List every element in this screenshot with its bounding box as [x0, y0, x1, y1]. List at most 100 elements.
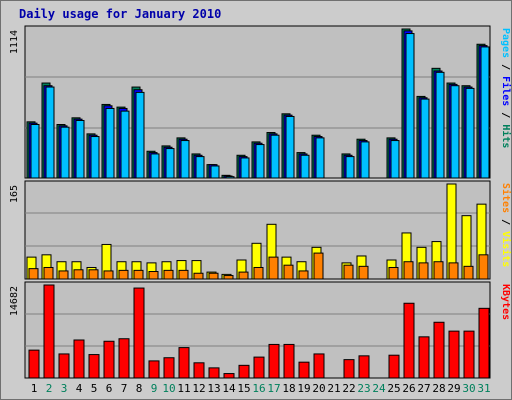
bar-pages-day-14	[225, 176, 235, 179]
bar-pages-day-4	[75, 119, 85, 179]
bar-kbytes-day-19	[298, 361, 310, 379]
bar-pages-day-19	[300, 154, 310, 179]
bar-sites-day-8	[133, 269, 144, 280]
x-tick-label-day-25: 25	[387, 382, 400, 395]
x-tick-label-day-21: 21	[327, 382, 340, 395]
bar-sites-day-20	[313, 252, 324, 280]
y-max-label-hits-files-pages: 1114	[9, 30, 20, 54]
bar-pages-day-2	[45, 86, 55, 179]
bar-pages-day-31	[480, 46, 490, 179]
y-max-label-visits-sites: 165	[9, 185, 20, 203]
bar-sites-day-18	[283, 264, 294, 280]
bar-kbytes-day-14	[223, 373, 235, 379]
bar-pages-day-3	[60, 126, 70, 179]
bar-kbytes-day-13	[208, 367, 220, 379]
bar-sites-day-23	[358, 265, 369, 280]
bar-kbytes-day-27	[418, 336, 430, 379]
bar-sites-day-9	[148, 271, 159, 280]
x-tick-label-day-9: 9	[151, 382, 158, 395]
bar-kbytes-day-2	[43, 284, 55, 379]
bar-pages-day-6	[105, 107, 115, 179]
bar-sites-day-6	[103, 270, 114, 280]
x-tick-label-day-20: 20	[312, 382, 325, 395]
bar-sites-day-16	[253, 266, 264, 280]
bar-sites-day-29	[448, 262, 459, 280]
bar-sites-day-11	[178, 269, 189, 280]
bar-pages-day-7	[120, 110, 130, 179]
bar-pages-day-26	[405, 33, 415, 179]
x-tick-label-day-15: 15	[237, 382, 250, 395]
bar-kbytes-day-1	[28, 349, 40, 379]
bar-sites-day-28	[433, 261, 444, 280]
legend-part: Pages	[500, 28, 511, 58]
x-tick-label-day-14: 14	[222, 382, 236, 395]
chart-title: Daily usage for January 2010	[19, 7, 222, 21]
bar-pages-day-1	[30, 123, 40, 179]
x-tick-label-day-23: 23	[357, 382, 370, 395]
bar-kbytes-day-17	[268, 343, 280, 379]
legend-part: KBytes	[500, 284, 511, 320]
y-legend-visits-sites: Sites / Visits	[500, 183, 512, 267]
bar-pages-day-16	[255, 144, 265, 179]
legend-part: Files	[500, 76, 512, 106]
bar-sites-day-31	[478, 254, 489, 280]
x-tick-label-day-27: 27	[417, 382, 430, 395]
bar-kbytes-day-11	[178, 347, 190, 379]
legend-part: Hits	[500, 124, 512, 148]
x-tick-label-day-29: 29	[447, 382, 460, 395]
x-tick-label-day-3: 3	[61, 382, 68, 395]
x-tick-label-day-7: 7	[121, 382, 128, 395]
bar-pages-day-25	[390, 140, 400, 179]
x-tick-label-day-8: 8	[136, 382, 143, 395]
bar-pages-day-30	[465, 87, 475, 179]
legend-part: /	[500, 213, 511, 231]
x-tick-label-day-26: 26	[402, 382, 415, 395]
bar-sites-day-2	[43, 266, 54, 280]
bar-kbytes-day-20	[313, 353, 325, 379]
x-tick-label-day-5: 5	[91, 382, 98, 395]
x-tick-label-day-22: 22	[342, 382, 355, 395]
legend-part: Visits	[500, 231, 512, 267]
bar-pages-day-13	[210, 165, 220, 179]
bar-pages-day-8	[135, 91, 145, 179]
bar-sites-day-7	[118, 269, 129, 280]
y-legend-kbytes: KBytes	[500, 284, 511, 320]
bar-pages-day-11	[180, 140, 190, 179]
x-tick-label-day-10: 10	[162, 382, 175, 395]
bar-kbytes-day-31	[478, 307, 490, 379]
bar-sites-day-14	[223, 275, 234, 280]
bar-kbytes-day-18	[283, 343, 295, 379]
bar-kbytes-day-28	[433, 321, 445, 379]
bar-sites-day-30	[463, 265, 474, 280]
x-tick-label-day-17: 17	[267, 382, 280, 395]
x-tick-label-day-24: 24	[372, 382, 386, 395]
bar-sites-day-26	[403, 261, 414, 280]
bar-kbytes-day-22	[343, 359, 355, 379]
x-tick-label-day-19: 19	[297, 382, 310, 395]
bar-kbytes-day-26	[403, 302, 415, 379]
bar-kbytes-day-12	[193, 362, 205, 379]
bar-sites-day-1	[28, 268, 39, 280]
bar-pages-day-29	[450, 85, 460, 179]
bar-sites-day-22	[343, 264, 354, 280]
x-tick-label-day-31: 31	[477, 382, 490, 395]
x-tick-label-day-2: 2	[46, 382, 53, 395]
x-tick-label-day-13: 13	[207, 382, 220, 395]
y-max-label-kbytes: 14682	[9, 286, 20, 316]
bar-kbytes-day-8	[133, 287, 145, 379]
bar-kbytes-day-9	[148, 360, 160, 379]
legend-part: /	[500, 58, 511, 76]
x-tick-label-day-4: 4	[76, 382, 83, 395]
bar-pages-day-9	[150, 153, 160, 179]
bar-kbytes-day-25	[388, 354, 400, 379]
legend-part: Sites	[500, 183, 512, 213]
bar-pages-day-20	[315, 137, 325, 179]
bar-sites-day-4	[73, 269, 84, 280]
bar-kbytes-day-4	[73, 339, 85, 379]
bar-sites-day-3	[58, 270, 69, 280]
bar-pages-day-5	[90, 136, 100, 179]
bar-pages-day-28	[435, 71, 445, 179]
bar-kbytes-day-3	[58, 353, 70, 379]
bar-sites-day-12	[193, 272, 204, 280]
